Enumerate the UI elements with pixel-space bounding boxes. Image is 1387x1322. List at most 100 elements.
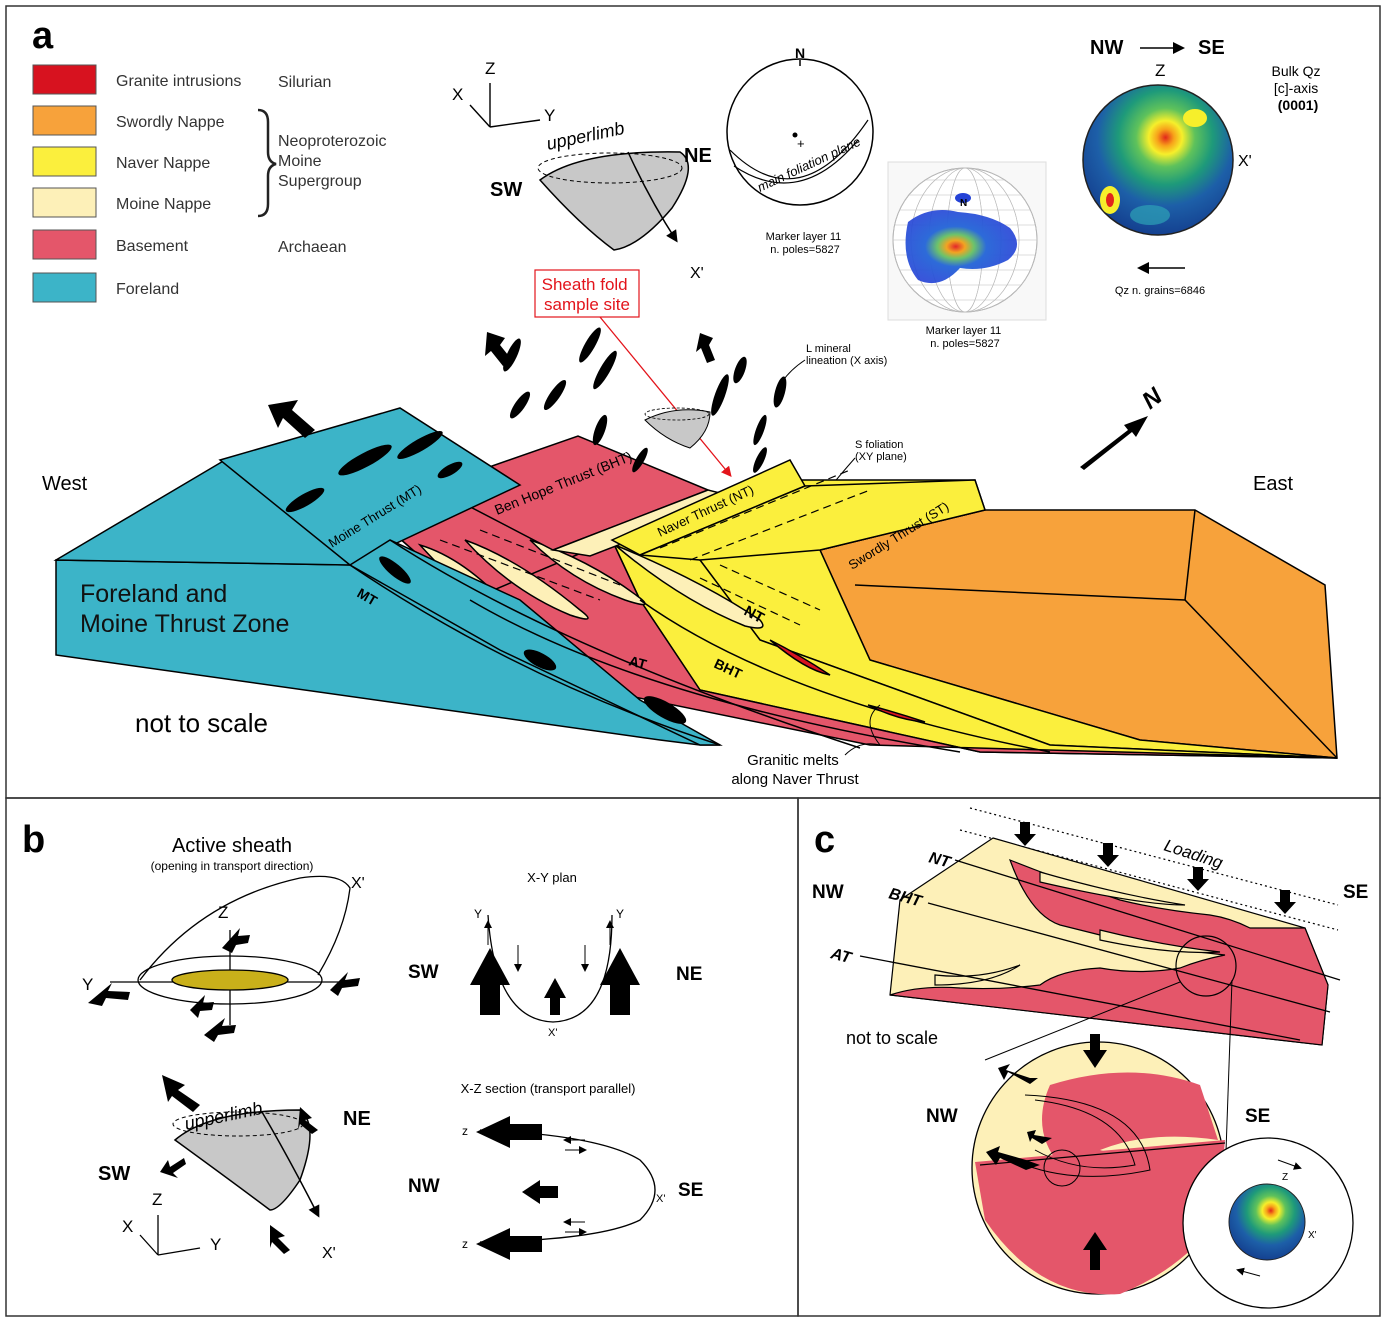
xz-se: SE	[678, 1180, 703, 1201]
lineation-ellipse	[503, 338, 521, 372]
panel-a: a Granite intrusions Swordly Nappe Naver N…	[32, 15, 1338, 788]
active-sheath-title: Active sheath	[172, 835, 292, 857]
block-diagram	[53, 407, 1338, 759]
xz-section-curve	[479, 1129, 656, 1243]
legend-label: Basement	[116, 238, 189, 255]
stereonet-1-north: N	[795, 45, 805, 61]
sheath-x-prime: X'	[690, 265, 704, 282]
legend-swatch	[32, 146, 97, 177]
xy-plan-small-arrows	[484, 920, 614, 972]
lineation-ellipse	[632, 447, 648, 473]
panel-c-not-to-scale: not to scale	[846, 1028, 938, 1048]
legend-swatch	[32, 272, 97, 303]
lineation-ellipse	[437, 461, 463, 479]
zoom-circle	[971, 1034, 1226, 1295]
callout-sheath-line	[599, 316, 732, 478]
quartz-title: Bulk Qz [c]-axis (0001)	[1272, 63, 1325, 113]
zoom-se: SE	[1245, 1106, 1270, 1127]
panel-c-block	[889, 837, 1329, 1046]
lower-axis-z: Z	[152, 1190, 162, 1209]
sheath-ne: NE	[684, 145, 712, 167]
transport-arrows	[268, 332, 715, 438]
xz-x-prime: X'	[656, 1193, 665, 1205]
lineation-ellipse	[592, 414, 608, 446]
svg-text:+: +	[797, 136, 805, 151]
panel-c-se: SE	[1343, 882, 1368, 903]
legend-swatch	[32, 229, 97, 260]
lineation-ellipse	[733, 356, 747, 384]
active-sheath-subtitle: (opening in transport direction)	[151, 859, 314, 873]
lineation-ellipse	[397, 431, 443, 459]
active-sheath-z: Z	[218, 903, 228, 922]
lineation-ellipse	[285, 487, 325, 513]
callout-sheath-text: Sheath fold sample site	[542, 275, 633, 314]
block-title: Foreland and Moine Thrust Zone	[80, 580, 289, 638]
lineation-ellipse	[338, 444, 392, 476]
axis-z-label: Z	[485, 59, 495, 78]
lineation-ellipse	[543, 379, 567, 411]
panel-c-letter: c	[814, 819, 835, 861]
lower-sheath-drawing	[160, 1075, 320, 1254]
quartz-se: SE	[1198, 37, 1225, 59]
sheath-upperlimb: upperlimb	[545, 118, 626, 154]
label-at: AT	[627, 652, 649, 672]
xz-section-arrows	[476, 1116, 558, 1260]
stereonet-1-caption: Marker layer 11 n. poles=5827	[766, 231, 845, 256]
sheath-sw: SW	[490, 179, 522, 201]
active-sheath-x-prime: X'	[351, 875, 365, 892]
lineation-ellipse	[773, 376, 787, 408]
zoom-pf-x-prime: X'	[1308, 1230, 1317, 1241]
legend-swatch	[32, 187, 97, 218]
active-sheath-arrows	[88, 928, 360, 1042]
legend-label: Foreland	[116, 281, 179, 298]
active-sheath-y: Y	[82, 975, 93, 994]
quartz-x-prime: X'	[1238, 153, 1252, 170]
quartz-nw: NW	[1090, 37, 1123, 59]
sheath-cone	[537, 151, 690, 251]
zoom-origin-circle	[1175, 935, 1237, 997]
zoom-nw: NW	[926, 1106, 958, 1127]
panel-c-thrusts	[859, 859, 1341, 1041]
xy-y-left: Y	[474, 907, 482, 921]
panel-c-loading-arrows	[1014, 822, 1296, 914]
xy-sw: SW	[408, 962, 439, 983]
zoom-pf-z: Z	[1282, 1172, 1288, 1183]
xy-ne: NE	[676, 964, 702, 985]
zoom-line-left	[984, 981, 1181, 1061]
sample-sheath	[644, 407, 711, 449]
panel-c: c Loading NW SE NT BHT AT not to scale	[812, 807, 1368, 1309]
xy-plan-arrows	[470, 948, 640, 1015]
lineation-ellipse	[523, 649, 557, 671]
xz-nw: NW	[408, 1176, 440, 1197]
quartz-shear-arrow	[1137, 42, 1185, 274]
panel-b-letter: b	[22, 819, 45, 861]
axis-y-label: Y	[544, 106, 555, 125]
legend-label: Moine Nappe	[116, 196, 211, 213]
axes-xyz	[469, 83, 541, 128]
lineation-ellipses	[285, 327, 787, 724]
lineation-ellipse	[509, 391, 531, 419]
panel-frames	[5, 5, 1381, 1317]
panel-a-letter: a	[32, 15, 54, 57]
lower-axis-x-prime: X'	[322, 1245, 336, 1262]
panel-b: b Active sheath (opening in transport di…	[22, 819, 703, 1262]
panel-c-nw: NW	[812, 882, 844, 903]
lower-axis-x: X	[122, 1217, 133, 1236]
label-west: West	[42, 473, 88, 495]
granitic-leader	[844, 704, 882, 756]
north-arrow-label: N	[1137, 382, 1168, 414]
north-arrow	[1080, 416, 1148, 470]
xz-z-bottom: z	[462, 1237, 468, 1251]
callout-sheath-box	[534, 269, 640, 318]
active-sheath-drawing	[110, 875, 351, 1025]
quartz-caption: Qz n. grains=6846	[1115, 285, 1205, 297]
quartz-pole-figure	[1082, 84, 1234, 236]
panel-c-at: AT	[828, 945, 854, 967]
xz-section-title: X-Z section (transport parallel)	[461, 1081, 636, 1096]
age-silurian: Silurian	[278, 74, 331, 91]
granitic-melts: Granitic melts along Naver Thrust	[731, 752, 859, 788]
stereonet-2-north: N	[960, 198, 967, 209]
zoom-line-right	[1224, 979, 1233, 1181]
legend-label: Naver Nappe	[116, 155, 210, 172]
